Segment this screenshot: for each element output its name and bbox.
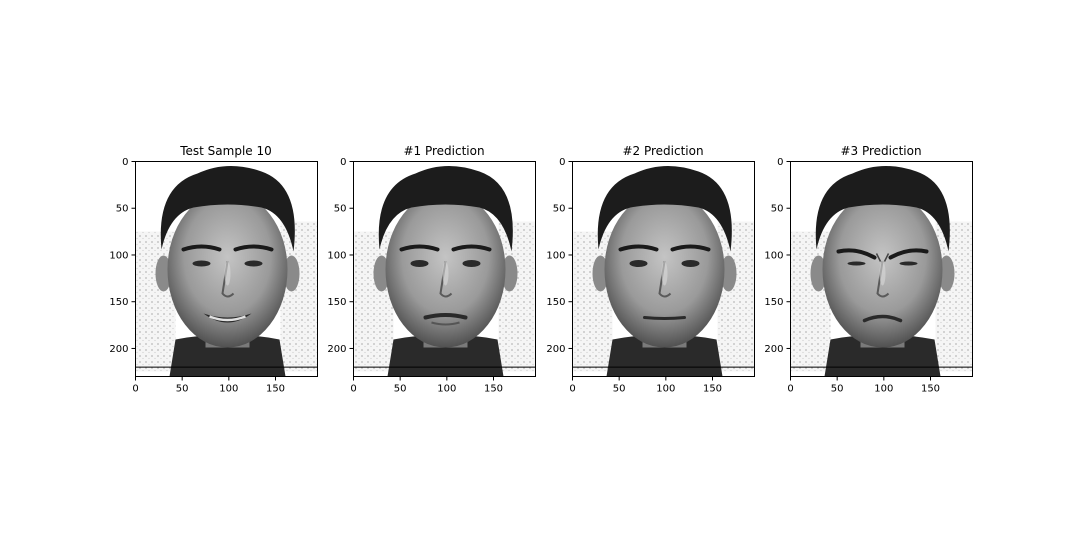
y-tick-label: 150	[327, 297, 346, 308]
face-image	[790, 161, 973, 377]
panel-title: #1 Prediction	[403, 144, 484, 158]
panel-prediction-3: #3 Prediction 0 50 100 150 0 50 100 150 200	[764, 144, 973, 395]
x-axis: 0 50 100 150	[787, 376, 940, 395]
y-tick-label: 200	[327, 344, 346, 355]
x-tick-label: 150	[703, 384, 722, 395]
y-axis: 0 50 100 150 200	[764, 157, 791, 355]
y-tick-label: 50	[771, 204, 784, 215]
y-tick-label: 0	[559, 157, 565, 168]
x-tick-label: 100	[437, 384, 456, 395]
y-tick-label: 200	[109, 344, 128, 355]
x-tick-label: 50	[176, 384, 189, 395]
panel-prediction-1: #1 Prediction 0 50 100 150 0 50 100 150 200	[327, 144, 536, 395]
face-image	[353, 161, 536, 377]
y-tick-label: 50	[334, 204, 347, 215]
x-tick-label: 0	[350, 384, 356, 395]
x-tick-label: 100	[219, 384, 238, 395]
y-tick-label: 100	[764, 250, 783, 261]
x-axis: 0 50 100 150	[132, 376, 285, 395]
y-tick-label: 150	[764, 297, 783, 308]
face-image	[135, 161, 318, 377]
y-tick-label: 150	[109, 297, 128, 308]
y-tick-label: 200	[546, 344, 565, 355]
x-tick-label: 100	[656, 384, 675, 395]
axes-frame	[572, 161, 755, 377]
axes-frame	[790, 161, 973, 377]
y-axis: 0 50 100 150 200	[109, 157, 136, 355]
panel-prediction-2: #2 Prediction 0 50 100 150 0 50 100 150 200	[546, 144, 755, 395]
x-tick-label: 0	[787, 384, 793, 395]
panel-title: #2 Prediction	[622, 144, 703, 158]
face-image	[572, 161, 755, 377]
y-tick-label: 50	[553, 204, 566, 215]
y-tick-label: 0	[777, 157, 783, 168]
x-axis: 0 50 100 150	[350, 376, 503, 395]
y-tick-label: 100	[109, 250, 128, 261]
axes-frame	[353, 161, 536, 377]
y-axis: 0 50 100 150 200	[546, 157, 573, 355]
y-tick-label: 100	[546, 250, 565, 261]
panel-test-sample: Test Sample 10 0 50 100 150 0 50 100 150 200	[109, 144, 318, 395]
x-tick-label: 150	[921, 384, 940, 395]
x-tick-label: 50	[613, 384, 626, 395]
y-tick-label: 100	[327, 250, 346, 261]
y-tick-label: 0	[340, 157, 346, 168]
x-tick-label: 0	[132, 384, 138, 395]
x-tick-label: 150	[484, 384, 503, 395]
panel-title: #3 Prediction	[840, 144, 921, 158]
x-tick-label: 50	[394, 384, 407, 395]
x-axis: 0 50 100 150	[569, 376, 722, 395]
axes-frame	[135, 161, 318, 377]
x-tick-label: 50	[831, 384, 844, 395]
y-axis: 0 50 100 150 200	[327, 157, 354, 355]
y-tick-label: 0	[122, 157, 128, 168]
x-tick-label: 150	[266, 384, 285, 395]
y-tick-label: 150	[546, 297, 565, 308]
y-tick-label: 200	[764, 344, 783, 355]
panel-title: Test Sample 10	[179, 144, 272, 158]
x-tick-label: 0	[569, 384, 575, 395]
y-tick-label: 50	[116, 204, 129, 215]
x-tick-label: 100	[874, 384, 893, 395]
